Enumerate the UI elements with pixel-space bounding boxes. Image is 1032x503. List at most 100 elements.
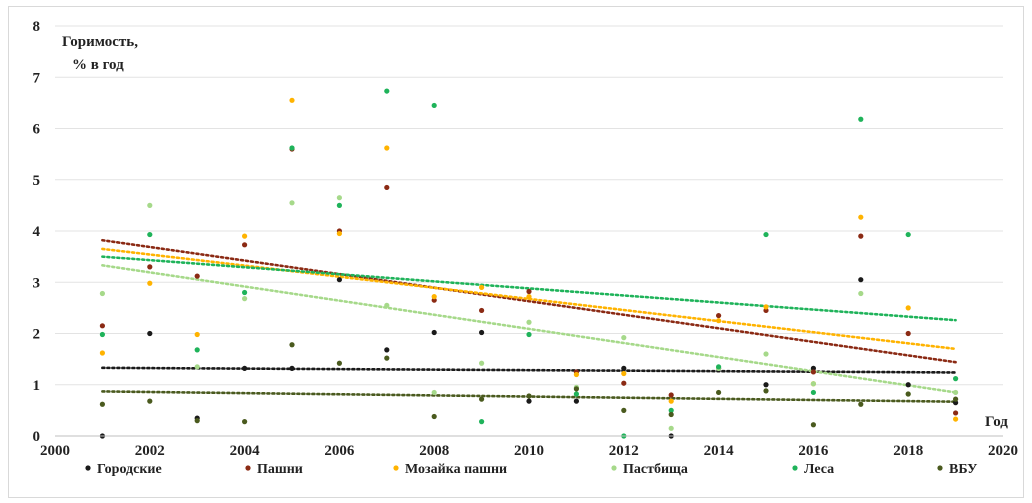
x-tick-label: 2004: [230, 443, 261, 459]
data-point: [763, 307, 769, 314]
data-point: [431, 294, 437, 300]
data-point: [526, 294, 532, 300]
data-point: [242, 296, 248, 302]
data-points: [99, 88, 959, 439]
data-point: [384, 145, 390, 151]
data-point: [953, 396, 959, 402]
x-axis-title: Год: [985, 414, 1008, 430]
data-point: [858, 214, 864, 220]
data-point: [810, 369, 817, 375]
data-point: [621, 380, 627, 386]
x-tick-label: 2006: [324, 443, 355, 459]
legend-label: ВБУ: [949, 462, 977, 477]
data-point: [526, 331, 532, 338]
data-point: [384, 184, 390, 191]
data-point: [810, 381, 817, 387]
legend: Городские Пашни Мозайка пашни Пастбища Леса В…: [85, 462, 977, 477]
x-tick-label: 2020: [988, 443, 1018, 459]
data-point: [384, 302, 390, 308]
data-point: [147, 231, 153, 238]
legend-label: Пашни: [257, 462, 303, 477]
data-point: [147, 330, 153, 337]
legend-marker: [393, 465, 399, 471]
data-point: [526, 319, 532, 325]
data-point: [242, 233, 248, 239]
data-point: [479, 360, 485, 366]
data-point: [242, 365, 248, 371]
data-point: [479, 307, 485, 314]
y-tick-label: 8: [33, 19, 41, 35]
data-point: [621, 365, 627, 371]
trendline: [101, 264, 957, 394]
data-point: [147, 264, 153, 270]
data-point: [621, 407, 627, 413]
x-tick-label: 2014: [704, 443, 735, 459]
data-point: [384, 347, 390, 353]
data-point: [336, 230, 342, 237]
data-point: [953, 416, 959, 422]
data-point: [858, 277, 864, 283]
data-point: [953, 400, 959, 406]
data-point: [99, 331, 105, 338]
trendline: [101, 366, 957, 374]
data-point: [289, 342, 295, 348]
y-axis-title-line-1: Горимость,: [62, 34, 138, 50]
x-tick-label: 2010: [514, 443, 544, 459]
data-point: [810, 365, 817, 371]
y-tick-label: 4: [33, 224, 41, 240]
data-point: [716, 389, 722, 396]
axes: 0 1 2 3 4 5 6 7 8 2000 2002 2004 2006 2008 2010 2012 201…: [33, 19, 1019, 459]
data-point: [905, 231, 911, 238]
gridlines: [55, 25, 1003, 386]
data-point: [194, 331, 200, 338]
data-point: [526, 398, 532, 404]
data-point: [763, 304, 769, 310]
data-point: [668, 425, 674, 431]
data-point: [336, 202, 342, 208]
data-point: [810, 389, 817, 396]
data-point: [905, 330, 911, 337]
data-point: [668, 398, 674, 404]
legend-marker: [85, 465, 91, 471]
data-point: [384, 355, 390, 361]
data-point: [763, 231, 769, 238]
data-point: [194, 418, 200, 424]
data-point: [953, 389, 959, 396]
data-point: [431, 297, 437, 303]
data-point: [147, 202, 153, 208]
legend-marker: [611, 465, 617, 471]
legend-marker: [792, 465, 798, 471]
trendline: [101, 238, 957, 364]
data-point: [194, 347, 200, 353]
data-point: [905, 305, 911, 311]
data-point: [479, 396, 485, 402]
data-point: [431, 102, 437, 109]
data-point: [194, 364, 200, 370]
data-point: [99, 401, 105, 407]
x-tick-label: 2012: [609, 443, 639, 459]
data-point: [194, 273, 200, 279]
legend-label: Пастбища: [623, 462, 688, 477]
data-point: [716, 364, 722, 370]
data-point: [147, 398, 153, 404]
data-point: [716, 312, 722, 319]
data-point: [621, 370, 627, 377]
data-point: [431, 329, 437, 336]
data-point: [479, 419, 485, 425]
data-point: [763, 388, 769, 394]
y-axis-title-line-2: % в год: [72, 57, 124, 73]
data-point: [858, 233, 864, 239]
data-point: [621, 335, 627, 341]
data-point: [242, 419, 248, 425]
y-tick-label: 0: [33, 429, 41, 445]
legend-label: Леса: [804, 462, 834, 477]
data-point: [289, 145, 295, 151]
data-point: [526, 393, 532, 399]
data-point: [289, 200, 295, 206]
legend-marker: [937, 465, 943, 471]
x-tick-label: 2002: [135, 443, 165, 459]
data-point: [716, 318, 722, 324]
data-point: [668, 411, 674, 418]
